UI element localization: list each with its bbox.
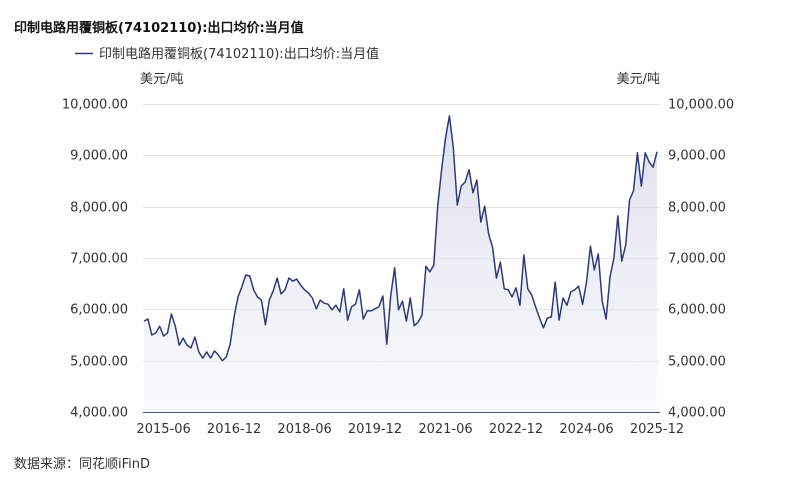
x-tick-label: 2024-06	[559, 422, 613, 437]
x-axis-labels: 2015-06 2016-12 2018-06 2019-12 2021-06 2022-…	[136, 422, 684, 437]
x-tick-label: 2021-06	[418, 422, 472, 437]
legend-label: 印制电路用覆铜板(74102110):出口均价:当月值	[99, 46, 379, 62]
x-tick-label: 2025-12	[630, 422, 684, 437]
y-axis-left-unit: 美元/吨	[140, 72, 183, 87]
y-tick-label-right: 9,000.00	[668, 149, 726, 164]
y-tick-label-left: 9,000.00	[70, 149, 128, 164]
series-line[interactable]	[143, 115, 658, 362]
x-tick-label: 2018-06	[277, 422, 331, 437]
legend-item[interactable]: 印制电路用覆铜板(74102110):出口均价:当月值	[75, 46, 379, 62]
x-tick-label: 2022-12	[489, 422, 543, 437]
y-axis-left: 4,000.00 5,000.00 6,000.00 7,000.00 8,000.00…	[62, 98, 128, 421]
y-tick-label-right: 10,000.00	[668, 98, 734, 113]
y-tick-label-left: 10,000.00	[62, 98, 128, 113]
y-axis-right-unit: 美元/吨	[617, 72, 660, 87]
plot-area	[143, 115, 658, 412]
y-tick-label-right: 4,000.00	[668, 406, 726, 421]
y-tick-label-right: 5,000.00	[668, 355, 726, 370]
series-area	[144, 115, 657, 412]
y-tick-label-left: 5,000.00	[70, 355, 128, 370]
y-tick-label-right: 7,000.00	[668, 252, 726, 267]
x-tick-label: 2019-12	[348, 422, 402, 437]
y-tick-label-right: 8,000.00	[668, 201, 726, 216]
y-axis-right: 4,000.00 5,000.00 6,000.00 7,000.00 8,000.00…	[668, 98, 734, 421]
x-tick-label: 2016-12	[207, 422, 261, 437]
y-tick-label-right: 6,000.00	[668, 303, 726, 318]
data-source: 数据来源：同花顺iFinD	[14, 456, 150, 472]
y-tick-label-left: 6,000.00	[70, 303, 128, 318]
chart-title: 印制电路用覆铜板(74102110):出口均价:当月值	[14, 20, 304, 36]
x-tick-label: 2015-06	[136, 422, 190, 437]
y-tick-label-left: 7,000.00	[70, 252, 128, 267]
y-tick-label-left: 8,000.00	[70, 201, 128, 216]
y-tick-label-left: 4,000.00	[70, 406, 128, 421]
